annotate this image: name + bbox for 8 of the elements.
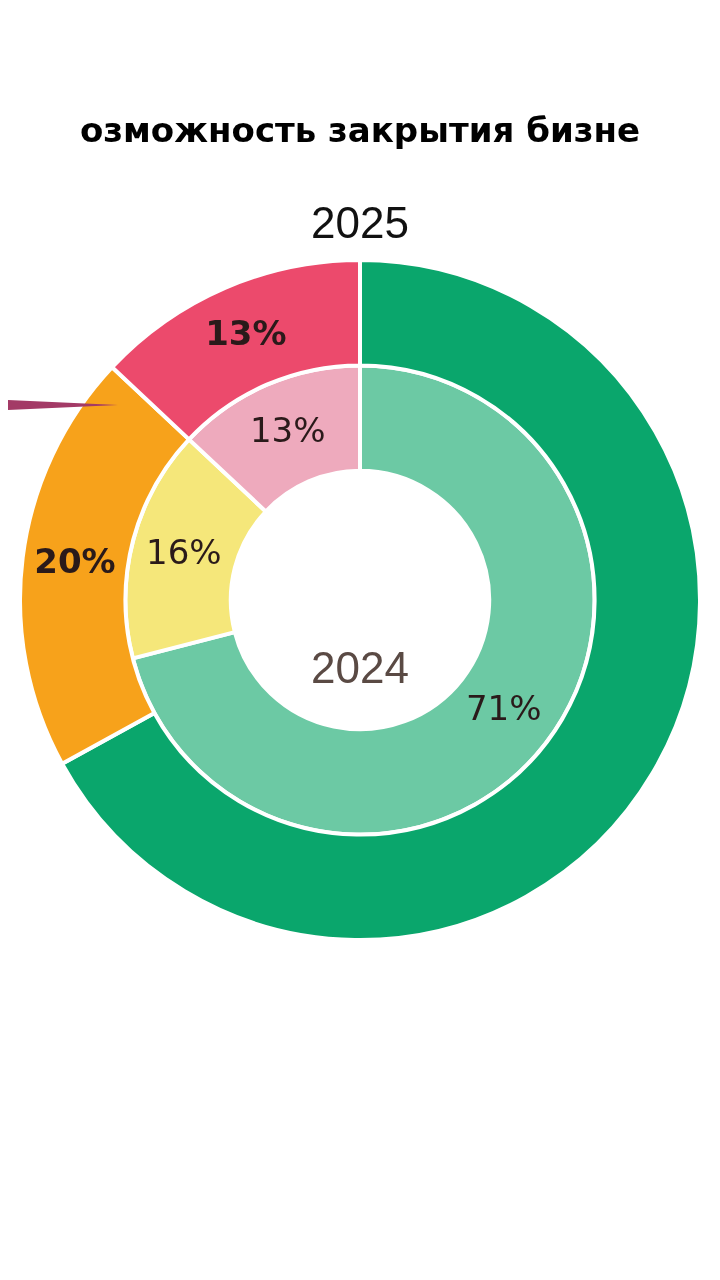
slice-label: 2024 (311, 643, 409, 693)
slice-label: 2025 (311, 198, 409, 248)
data-label: 71% (465, 688, 542, 729)
chart-title: озможность закрытия бизне (78, 110, 642, 150)
data-label: 20% (34, 540, 116, 581)
data-label: 13% (205, 313, 287, 354)
data-label: 13% (249, 409, 326, 450)
data-label: 16% (146, 531, 222, 572)
